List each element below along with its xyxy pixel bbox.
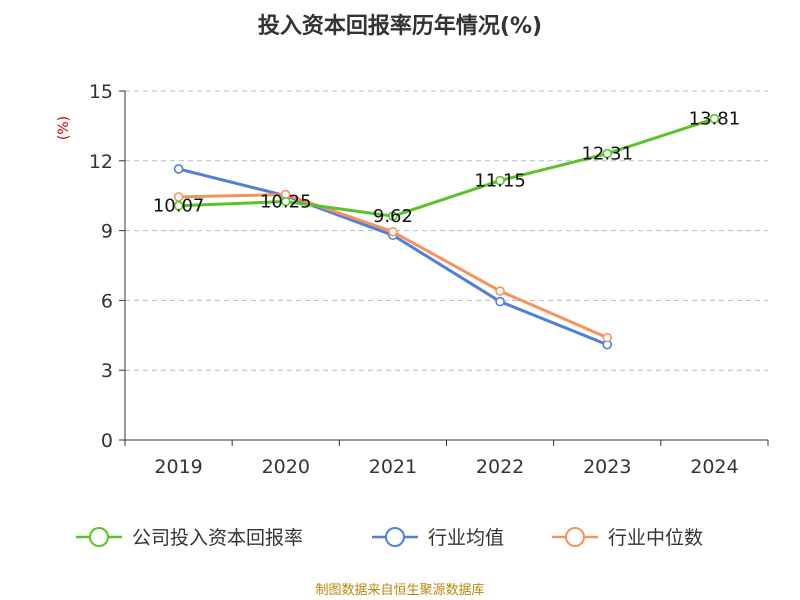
data-point[interactable] [495, 175, 505, 186]
y-tick-label: 6 [101, 290, 113, 312]
y-tick-label: 12 [89, 151, 113, 173]
y-tick-label: 3 [101, 360, 113, 382]
data-point[interactable] [280, 196, 291, 207]
x-tick-label: 2022 [476, 456, 524, 478]
x-tick-label: 2021 [369, 456, 417, 478]
x-tick-label: 2019 [154, 456, 202, 478]
grid-lines [125, 90, 768, 371]
legend-marker [385, 527, 405, 547]
series-0 [173, 113, 720, 221]
chart-title: 投入资本回报率历年情况(%) [258, 13, 542, 39]
data-label: 11.15 [474, 171, 526, 192]
series-lines [173, 113, 720, 350]
y-tick-label: 0 [101, 430, 113, 452]
data-label: 9.62 [373, 206, 413, 227]
y-axis-unit-label: (%) [56, 116, 72, 140]
data-point[interactable] [495, 296, 505, 307]
legend-item-2[interactable]: 行业中位数 [552, 527, 703, 549]
series-2 [173, 189, 613, 343]
source-note: 制图数据来自恒生聚源数据库 [315, 582, 484, 598]
data-label: 10.25 [260, 192, 312, 213]
legend-item-1[interactable]: 行业均值 [372, 527, 504, 549]
data-point[interactable] [388, 226, 398, 237]
x-tick-label: 2023 [583, 456, 631, 478]
legend-label: 行业中位数 [608, 527, 703, 549]
series-1 [173, 164, 613, 350]
data-label: 12.31 [581, 144, 633, 165]
data-label: 10.07 [153, 196, 205, 217]
legend-marker [565, 527, 585, 547]
legend-label: 公司投入资本回报率 [132, 527, 303, 549]
y-tick-label: 15 [89, 81, 113, 103]
legend[interactable]: 公司投入资本回报率 行业均值 行业中位数 [76, 527, 703, 549]
series-line [178, 117, 715, 218]
data-point[interactable] [495, 286, 505, 296]
legend-marker [89, 527, 109, 547]
x-tick-label: 2020 [262, 456, 310, 478]
data-point[interactable] [173, 200, 184, 211]
data-point[interactable] [388, 211, 398, 221]
legend-item-0[interactable]: 公司投入资本回报率 [76, 527, 303, 549]
axes [119, 90, 769, 446]
data-point[interactable] [709, 113, 720, 124]
data-point[interactable] [173, 192, 184, 202]
y-axis-tick-labels: 0 3 6 9 12 15 [89, 81, 113, 452]
data-point[interactable] [602, 332, 613, 343]
y-tick-label: 9 [101, 221, 113, 243]
legend-label: 行业均值 [428, 527, 504, 549]
data-labels: 10.07 10.25 9.62 11.15 12.31 13.81 [153, 109, 740, 227]
data-point[interactable] [602, 148, 613, 159]
data-point[interactable] [173, 164, 184, 174]
x-tick-label: 2024 [690, 456, 738, 478]
data-label: 13.81 [689, 109, 741, 130]
x-axis-tick-labels: 2019 2020 2021 2022 2023 2024 [154, 456, 738, 478]
